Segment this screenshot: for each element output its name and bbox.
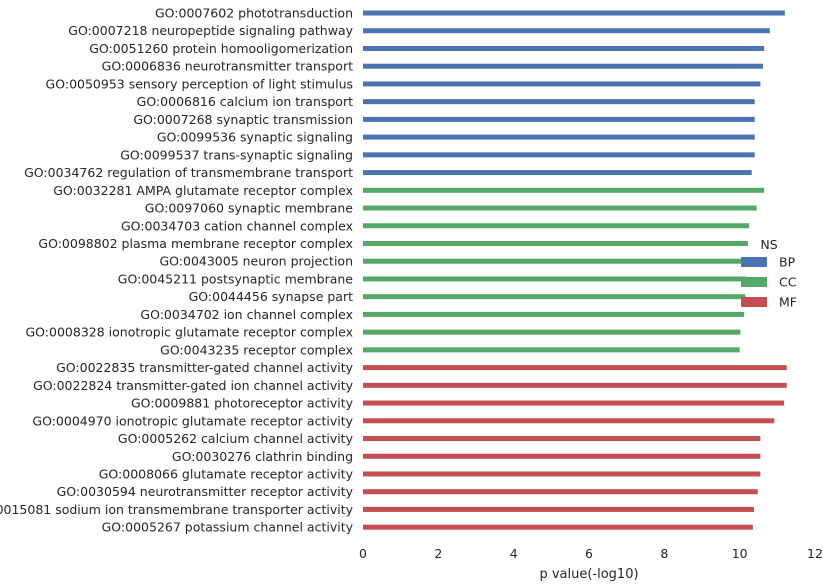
x-axis-ticks: 0 2 4 6 8 10 12 xyxy=(359,546,823,561)
bar-mf xyxy=(363,489,758,495)
bar-cc xyxy=(363,311,745,317)
category-label: GO:0034762 regulation of transmembrane t… xyxy=(24,165,353,180)
category-label: GO:0007218 neuropeptide signaling pathwa… xyxy=(68,23,353,38)
x-tick-label: 0 xyxy=(359,546,367,561)
bar-mf xyxy=(363,436,761,442)
category-label: GO:0045211 postsynaptic membrane xyxy=(118,271,354,286)
bar-bp xyxy=(363,45,765,51)
bar-bp xyxy=(363,81,761,87)
bar-cc xyxy=(363,276,747,282)
category-label: GO:0015081 sodium ion transmembrane tran… xyxy=(0,502,354,517)
category-label: GO:0098802 plasma membrane receptor comp… xyxy=(38,236,353,251)
legend-label-bp: BP xyxy=(779,255,796,270)
bar-cc xyxy=(363,187,765,193)
bar-bp xyxy=(363,116,755,122)
category-label: GO:0004970 ionotropic glutamate receptor… xyxy=(32,413,353,428)
category-label: GO:0050953 sensory perception of light s… xyxy=(46,76,353,91)
category-label: GO:0043005 neuron projection xyxy=(159,254,353,269)
category-label: GO:0005262 calcium channel activity xyxy=(118,431,354,446)
bar-cc xyxy=(363,223,750,229)
bar-cc xyxy=(363,294,746,300)
x-tick-label: 12 xyxy=(807,546,823,561)
category-label: GO:0009881 photoreceptor activity xyxy=(131,396,354,411)
legend-label-cc: CC xyxy=(779,275,797,290)
category-label: GO:0007268 synaptic transmission xyxy=(133,112,353,127)
category-label: GO:0008328 ionotropic glutamate receptor… xyxy=(26,325,354,340)
category-label: GO:0022835 transmitter-gated channel act… xyxy=(56,360,353,375)
bar-bp xyxy=(363,10,785,16)
bar-bp xyxy=(363,134,755,140)
bar-mf xyxy=(363,471,761,477)
bar-mf xyxy=(363,400,785,406)
bar-mf xyxy=(363,382,787,388)
x-tick-label: 6 xyxy=(585,546,593,561)
bar-bp xyxy=(363,170,752,176)
category-label: GO:0044456 synapse part xyxy=(189,289,353,304)
x-tick-label: 4 xyxy=(510,546,518,561)
bar-mf xyxy=(363,453,761,459)
bar-cc xyxy=(363,205,757,211)
bar-bp xyxy=(363,28,770,34)
category-label: GO:0032281 AMPA glutamate receptor compl… xyxy=(53,183,353,198)
legend-swatch-cc xyxy=(741,277,767,287)
bars-layer xyxy=(363,10,787,530)
category-label: GO:0099537 trans-synaptic signaling xyxy=(120,147,353,162)
bar-mf xyxy=(363,524,753,530)
category-labels: GO:0007602 phototransduction GO:0007218 n… xyxy=(0,6,354,535)
category-label: GO:0034703 cation channel complex xyxy=(121,218,353,233)
bar-mf xyxy=(363,365,787,371)
legend: NS BP CC MF xyxy=(741,237,797,310)
category-label: GO:0006816 calcium ion transport xyxy=(137,94,353,109)
category-label: GO:0005267 potassium channel activity xyxy=(102,520,354,535)
category-label: GO:0051260 protein homooligomerization xyxy=(89,41,353,56)
category-label: GO:0030594 neurotransmitter receptor act… xyxy=(57,484,354,499)
category-label: GO:0099536 synaptic signaling xyxy=(157,130,353,145)
bar-bp xyxy=(363,152,755,158)
category-label: GO:0034702 ion channel complex xyxy=(140,307,353,322)
category-label: GO:0008066 glutamate receptor activity xyxy=(99,466,354,481)
legend-label-mf: MF xyxy=(779,295,797,310)
x-axis-title: p value(-log10) xyxy=(539,567,638,582)
category-label: GO:0043235 receptor complex xyxy=(160,342,353,357)
x-tick-label: 2 xyxy=(434,546,442,561)
bar-mf xyxy=(363,506,754,512)
bar-cc xyxy=(363,329,741,335)
x-tick-label: 8 xyxy=(660,546,668,561)
legend-swatch-bp xyxy=(741,257,767,267)
category-label: GO:0006836 neurotransmitter transport xyxy=(102,59,353,74)
bar-bp xyxy=(363,99,755,105)
bar-cc xyxy=(363,258,748,264)
bar-cc xyxy=(363,240,748,246)
legend-title: NS xyxy=(760,237,777,252)
category-label: GO:0030276 clathrin binding xyxy=(172,449,353,464)
category-label: GO:0007602 phototransduction xyxy=(155,6,353,21)
bar-mf xyxy=(363,418,775,424)
x-tick-label: 10 xyxy=(732,546,748,561)
category-label: GO:0022824 transmitter-gated ion channel… xyxy=(33,378,354,393)
category-label: GO:0097060 synaptic membrane xyxy=(145,201,354,216)
bar-bp xyxy=(363,63,764,69)
legend-swatch-mf xyxy=(741,297,767,307)
bar-cc xyxy=(363,347,740,353)
